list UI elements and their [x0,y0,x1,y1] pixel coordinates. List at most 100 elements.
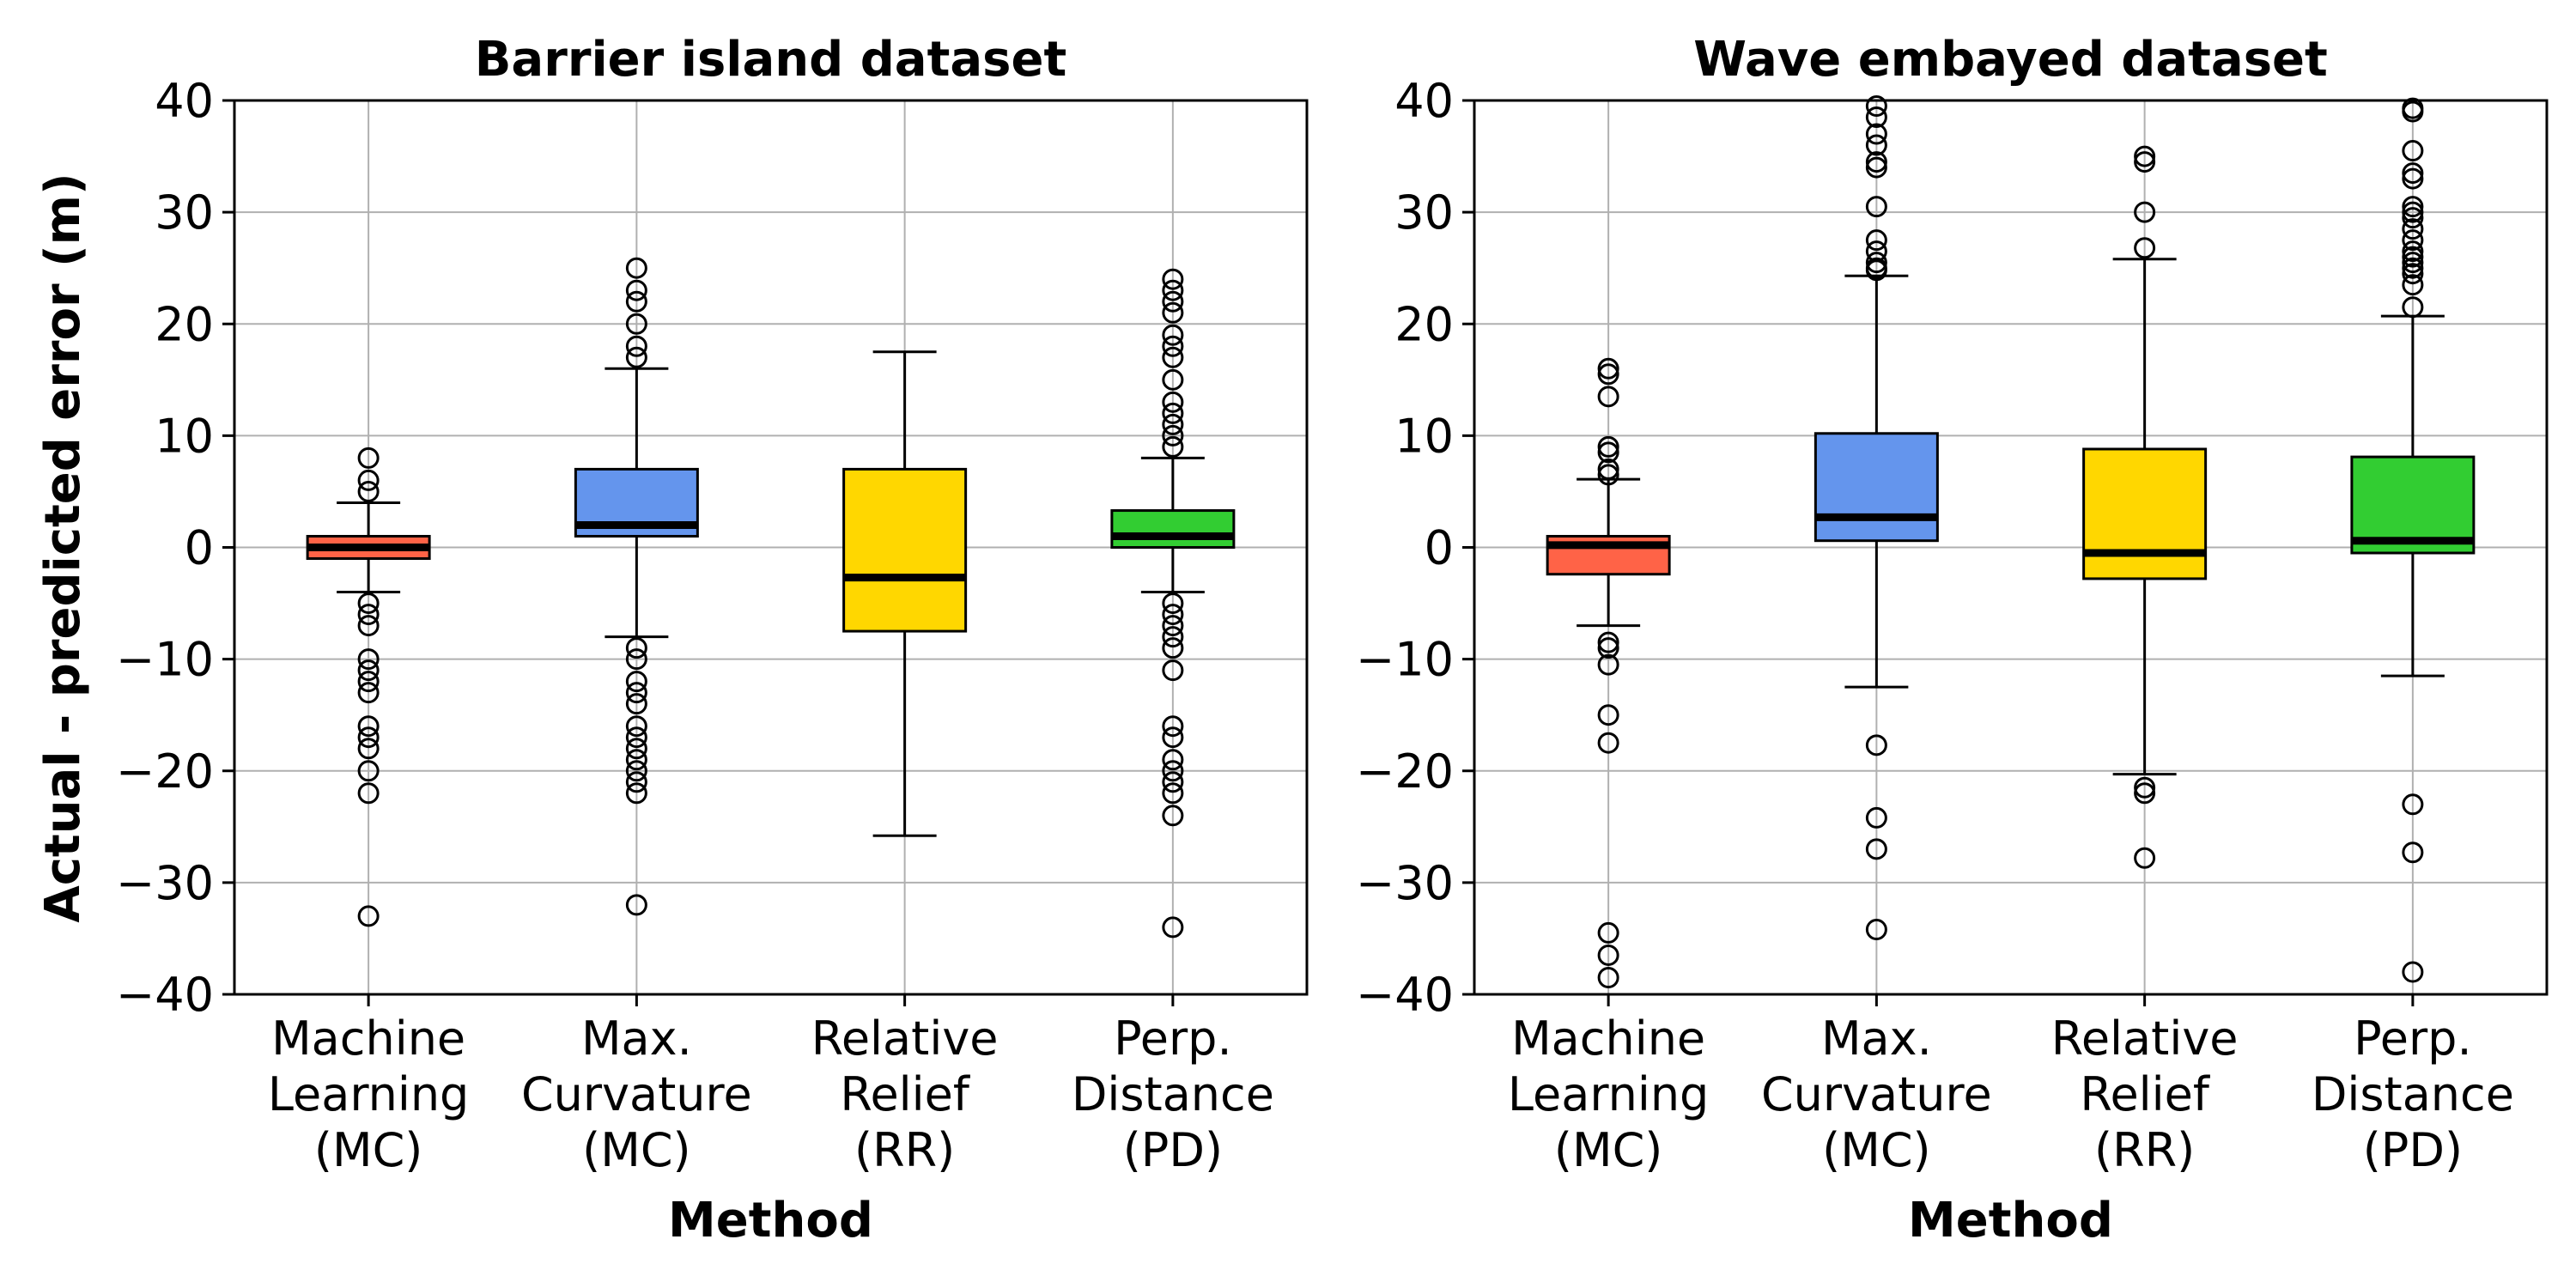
outlier-point-4 [357,604,380,626]
x-tick-label-0: Machine Learning (MC) [268,1012,469,1177]
outlier-point-12 [357,738,380,760]
y-tick-label-7: 30 [1394,185,1454,240]
outlier-point-15 [2402,274,2424,296]
outlier-point-5 [625,346,647,368]
outlier-point-7 [2402,207,2424,229]
x-tick-label-line-0: Relative [2051,1012,2239,1066]
box-iqr [842,467,968,633]
outlier-point-10 [357,715,380,738]
outlier-point-3 [2134,237,2156,259]
x-tick-label-2: Relative Relief (RR) [811,1012,999,1177]
outlier-point-18 [1162,659,1184,682]
outlier-point-1 [1865,106,1887,129]
outlier-point-12 [1162,435,1184,458]
x-tick-label-3: Perp. Distance (PD) [1072,1012,1274,1177]
outlier-point-8 [2402,218,2424,240]
outlier-point-22 [1162,760,1184,782]
outlier-point-12 [1597,921,1619,944]
outlier-point-0 [357,447,380,469]
outlier-point-9 [1162,402,1184,424]
y-tick-label-2: −20 [116,744,214,799]
outlier-point-14 [1162,604,1184,626]
outlier-point-11 [2402,246,2424,268]
y-tick-label-1: −30 [116,856,214,910]
outlier-point-11 [1597,732,1619,754]
x-tick-label-line-2: (MC) [1822,1123,1930,1177]
outlier-point-7 [1865,229,1887,252]
outlier-point-6 [1597,464,1619,486]
outlier-point-2 [1597,386,1619,408]
outlier-point-4 [2402,167,2424,190]
x-tick-label-line-1: Curvature [521,1067,752,1121]
x-tick-label-line-1: Relief [840,1067,971,1121]
outlier-point-7 [1597,631,1619,653]
outlier-point-12 [2402,252,2424,274]
outlier-point-16 [2402,296,2424,319]
y-axis-label: Actual - predicted error (m) [35,173,91,922]
outlier-point-1 [1597,363,1619,386]
y-tick-label-0: −40 [116,968,214,1022]
x-tick-label-line-0: Machine [271,1012,465,1066]
outlier-point-24 [1162,782,1184,805]
outlier-point-9 [625,682,647,704]
outlier-point-17 [2402,793,2424,816]
outlier-point-1 [2134,151,2156,173]
outlier-point-13 [1865,806,1887,829]
outlier-point-16 [625,771,647,793]
outlier-point-3 [625,313,647,335]
outlier-point-18 [2402,841,2424,864]
x-tick-label-line-2: (MC) [582,1123,690,1177]
outlier-point-6 [1865,196,1887,218]
outlier-point-25 [1162,805,1184,827]
outlier-point-5 [2402,196,2424,218]
outlier-point-11 [1865,259,1887,282]
outlier-point-12 [1865,734,1887,756]
outlier-point-11 [357,726,380,749]
box-iqr [1814,432,1939,543]
outlier-point-1 [625,279,647,301]
x-tick-label-line-1: Relief [2080,1067,2211,1121]
x-axis-label: Method [1908,1193,2113,1249]
outlier-point-8 [1162,391,1184,413]
outlier-point-4 [1597,441,1619,464]
box-1 [1814,95,1939,941]
outlier-point-2 [2402,140,2424,162]
box-2 [842,350,968,837]
y-tick-label-6: 20 [155,297,214,351]
x-tick-label-line-2: (PD) [1123,1123,1223,1177]
y-tick-label-8: 40 [155,74,214,128]
outlier-point-6 [1162,346,1184,368]
y-tick-label-4: 0 [1425,521,1454,575]
outlier-point-2 [625,290,647,313]
outlier-point-20 [1162,726,1184,749]
y-tick-label-0: −40 [1356,968,1454,1022]
outlier-point-0 [1597,357,1619,380]
outlier-point-14 [1865,838,1887,860]
outlier-point-8 [1597,637,1619,659]
x-tick-label-0: Machine Learning (MC) [1508,1012,1709,1177]
outlier-point-5 [1597,458,1619,480]
x-tick-label-line-2: (RR) [2094,1123,2195,1177]
outlier-point-5 [357,615,380,637]
outlier-point-11 [1162,424,1184,447]
outlier-point-2 [1865,123,1887,145]
outlier-point-4 [1865,151,1887,173]
outlier-point-1 [2402,100,2424,123]
outlier-point-26 [1162,916,1184,939]
outlier-point-3 [1162,301,1184,324]
outlier-point-9 [1597,653,1619,676]
outlier-point-19 [1162,715,1184,738]
outlier-point-15 [1162,615,1184,637]
x-tick-label-line-1: Distance [2312,1067,2514,1121]
box-2 [2082,145,2208,869]
outlier-point-9 [1865,252,1887,274]
outlier-point-8 [625,671,647,693]
x-tick-label-line-1: Distance [1072,1067,1274,1121]
outlier-point-11 [625,715,647,738]
x-tick-label-line-1: Curvature [1761,1067,1992,1121]
chart-title: Barrier island dataset [475,32,1066,88]
x-tick-label-line-2: (MC) [314,1123,422,1177]
x-tick-label-1: Max. Curvature (MC) [521,1012,752,1177]
